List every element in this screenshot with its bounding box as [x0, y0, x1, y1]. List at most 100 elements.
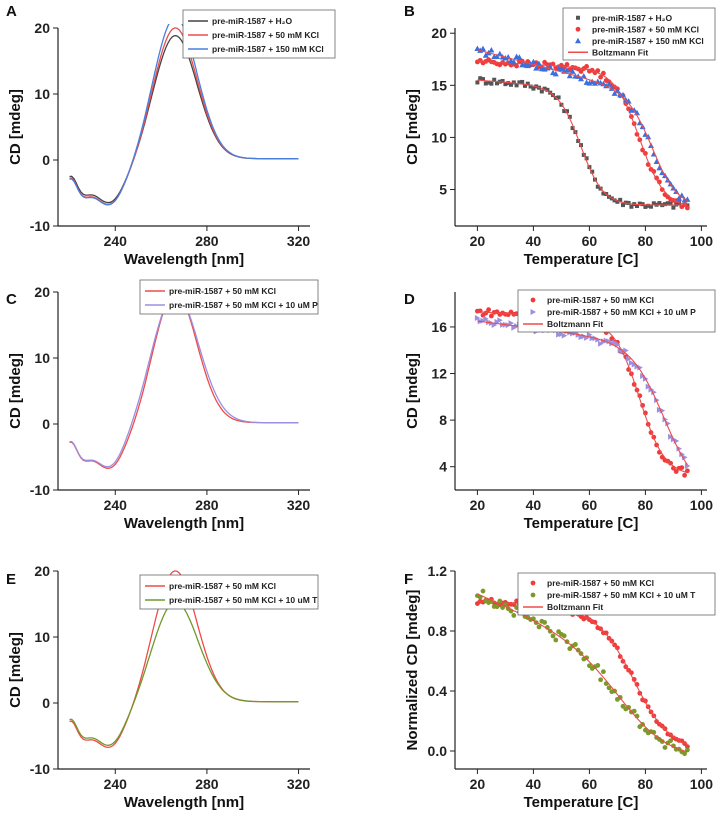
- data-point: [556, 331, 562, 338]
- fit-line: [477, 593, 688, 753]
- data-point: [558, 331, 565, 338]
- data-point: [584, 156, 589, 161]
- data-point: [578, 75, 584, 82]
- data-point: [545, 625, 550, 630]
- x-tick-label: 320: [287, 233, 311, 249]
- chart-panel-B: B 20 40 60 80 100 5 10 15 20 Temperature [C] CD [md…: [404, 3, 716, 268]
- data-point: [668, 738, 673, 744]
- data-point: [564, 62, 570, 67]
- data-point: [674, 202, 679, 207]
- data-point: [645, 133, 652, 140]
- data-point: [626, 355, 632, 362]
- data-point: [480, 317, 486, 324]
- y-axis-label: CD [mdeg]: [404, 353, 421, 429]
- legend-swatch: [575, 26, 581, 32]
- panel-label: A: [6, 3, 17, 20]
- x-tick-label: 40: [526, 497, 542, 513]
- x-tick-label: 60: [582, 233, 598, 249]
- data-point: [584, 64, 589, 69]
- x-tick-label: 280: [195, 233, 219, 249]
- legend-label: Boltzmann Fit: [592, 47, 648, 57]
- x-axis-label: Wavelength [nm]: [124, 794, 244, 811]
- data-point: [514, 83, 519, 88]
- y-tick-label: 5: [439, 182, 447, 198]
- legend-box: [562, 7, 716, 61]
- data-point: [629, 204, 634, 209]
- data-point: [509, 82, 513, 87]
- data-point: [486, 307, 491, 313]
- legend-swatch: [576, 15, 580, 20]
- data-point: [670, 184, 677, 191]
- data-point: [603, 630, 609, 636]
- y-tick-label: 20: [34, 284, 50, 300]
- data-point: [671, 205, 676, 210]
- legend: pre-miR-1587 + H₂O pre-miR-1587 + 50 mM K…: [182, 9, 336, 59]
- data-point: [561, 633, 567, 639]
- x-tick-label: 320: [287, 776, 311, 792]
- legend-box: [139, 279, 319, 315]
- data-point: [511, 324, 517, 331]
- data-point: [649, 204, 653, 209]
- data-point: [575, 647, 581, 653]
- data-point: [520, 79, 525, 84]
- chart-panel-D: D 20 40 60 80 100 4 8 12 16 Temperature [C] CD [mde…: [404, 289, 716, 532]
- data-point: [488, 46, 495, 53]
- data-point: [556, 95, 561, 100]
- data-point: [523, 83, 527, 88]
- y-tick-label: 15: [431, 77, 447, 93]
- data-point: [550, 633, 556, 639]
- y-tick-label: 10: [34, 629, 50, 645]
- x-tick-label: 20: [470, 233, 486, 249]
- y-axis-label: Normalized CD [mdeg]: [404, 590, 421, 751]
- data-point: [612, 198, 617, 203]
- data-point: [606, 81, 612, 87]
- data-point: [626, 200, 631, 205]
- y-axis-label: CD [mdeg]: [7, 89, 24, 165]
- data-point: [609, 340, 615, 347]
- data-point: [645, 383, 652, 390]
- series-line: [69, 292, 299, 468]
- data-point: [553, 637, 559, 643]
- x-axis-label: Wavelength [nm]: [124, 515, 244, 532]
- data-point: [665, 201, 670, 206]
- data-point: [542, 620, 547, 625]
- x-tick-label: 280: [195, 497, 219, 513]
- x-tick-label: 80: [638, 776, 654, 792]
- data-point: [558, 65, 565, 72]
- data-point: [517, 80, 522, 85]
- data-point: [562, 109, 567, 114]
- data-point: [494, 604, 500, 610]
- data-point: [662, 745, 668, 750]
- x-tick-label: 40: [526, 233, 542, 249]
- x-axis-label: Temperature [C]: [524, 794, 639, 811]
- legend-label: Boltzmann Fit: [547, 319, 603, 329]
- data-point: [510, 58, 517, 65]
- data-point: [576, 139, 581, 144]
- x-tick-label: 60: [582, 776, 598, 792]
- data-point: [682, 472, 687, 478]
- data-point: [511, 80, 516, 85]
- data-point: [685, 744, 690, 750]
- data-point: [492, 77, 497, 82]
- data-point: [533, 65, 540, 71]
- x-axis-label: Wavelength [nm]: [124, 251, 244, 268]
- legend-label: pre-miR-1587 + 50 mM KCl: [212, 30, 319, 40]
- plot-area: [69, 291, 299, 470]
- legend-swatch: [530, 592, 536, 598]
- data-point: [656, 164, 663, 171]
- data-point: [631, 708, 637, 714]
- legend-label: pre-miR-1587 + 50 mM KCl + 10 uM P: [547, 307, 696, 317]
- panel-label: C: [6, 291, 17, 308]
- legend-box: [139, 574, 319, 610]
- data-point: [668, 201, 673, 206]
- data-point: [480, 45, 486, 52]
- legend-label: pre-miR-1587 + 150 mM KCl: [592, 36, 704, 46]
- y-tick-label: -10: [30, 761, 50, 777]
- data-point: [646, 203, 651, 208]
- data-point: [684, 196, 691, 202]
- legend-label: pre-miR-1587 + 50 mM KCl + 10 uM T: [169, 595, 318, 605]
- chart-panel-E: E 240 280 320 -10 0 10 20 Wavelength [nm] CD [mde…: [6, 563, 319, 811]
- panel-label: F: [404, 571, 413, 588]
- x-tick-label: 20: [470, 776, 486, 792]
- x-tick-label: 100: [690, 776, 714, 792]
